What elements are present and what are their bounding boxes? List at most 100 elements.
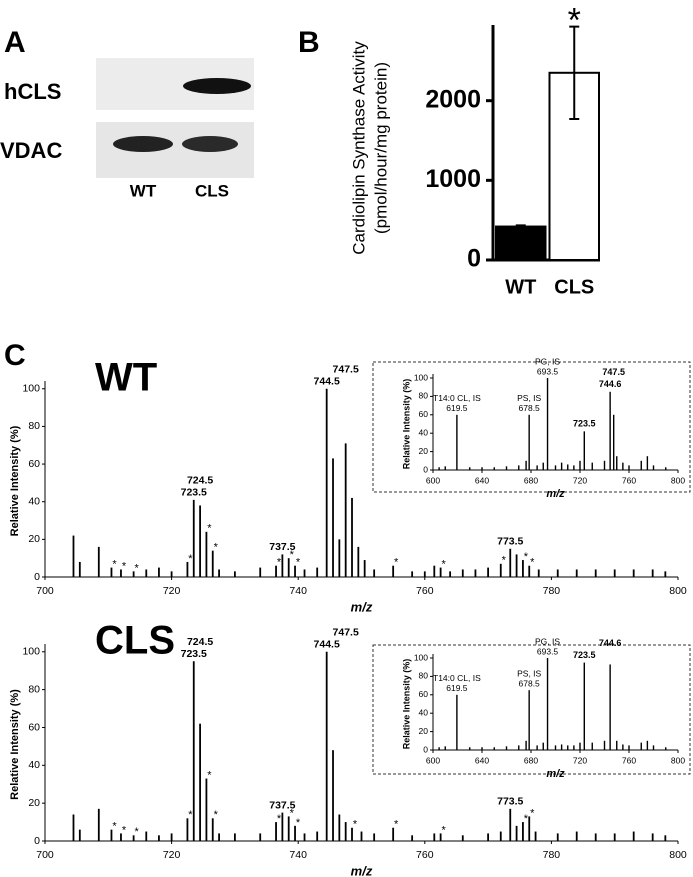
y-tick-label: 80 (28, 420, 40, 432)
peak-asterisk: * (502, 555, 507, 567)
x-tick-label: 680 (524, 475, 538, 485)
peak-asterisk: * (277, 813, 282, 825)
panel-label: B (298, 26, 320, 59)
peak-asterisk: * (134, 826, 139, 838)
peak-label: 737.5 (269, 799, 295, 811)
peak-label: PG, IS (535, 636, 560, 646)
x-tick-label: 740 (289, 849, 307, 861)
peak-label: 747.5 (333, 364, 359, 376)
peak-label: 744.5 (314, 639, 340, 651)
peak-label: 724.5 (187, 636, 213, 648)
x-tick-label: 640 (475, 755, 489, 765)
peak-label: 723.5 (181, 648, 207, 660)
peak-asterisk: * (296, 817, 301, 829)
x-tick-label: 800 (669, 585, 687, 597)
x-tick-label: 640 (475, 475, 489, 485)
peak-asterisk: * (277, 557, 282, 569)
peak-label: PS, IS (517, 668, 541, 678)
peak-label: 693.5 (537, 646, 559, 656)
y-tick-label: 80 (419, 391, 429, 401)
x-tick-label: 700 (36, 849, 54, 861)
peak-label: PG, IS (535, 356, 560, 366)
peak-label: 747.5 (333, 627, 359, 639)
peak-asterisk: * (530, 557, 535, 569)
x-tick-label: CLS (554, 276, 594, 298)
x-tick-label: 780 (543, 585, 561, 597)
x-axis-label: m/z (546, 488, 565, 500)
y-axis-label: Relative Intensity (%) (9, 425, 21, 536)
peak-asterisk: * (524, 551, 529, 563)
x-tick-label: 720 (163, 849, 181, 861)
peak-label: 744.5 (314, 376, 340, 388)
bar (495, 225, 547, 261)
peak-asterisk: * (207, 523, 212, 535)
peak-label: 773.5 (497, 796, 523, 808)
error-bar (515, 224, 526, 229)
peak-label: 744.6 (599, 379, 622, 389)
peak-asterisk: * (530, 807, 535, 819)
peak-asterisk: * (122, 824, 127, 836)
peak-label: 724.5 (187, 475, 213, 487)
x-tick-label: 600 (426, 475, 440, 485)
x-axis-label: m/z (546, 768, 565, 780)
blot-band (183, 78, 251, 94)
western-blot: hCLS VDAC WT CLS (0, 58, 254, 200)
x-tick-label: 760 (622, 755, 636, 765)
peak-label: T14:0 CL, IS (433, 673, 481, 683)
panel-label: A (4, 26, 26, 59)
peak-asterisk: * (353, 819, 358, 831)
peak-label: 723.5 (181, 487, 207, 499)
spectrum-title: CLS (95, 619, 175, 663)
y-tick-label: 100 (22, 383, 40, 395)
x-tick-label: 800 (671, 755, 685, 765)
blot-lane-label: CLS (195, 181, 229, 200)
peak-label: T14:0 CL, IS (433, 393, 481, 403)
x-tick-label: 720 (163, 585, 181, 597)
x-tick-label: 700 (36, 585, 54, 597)
peak-asterisk: * (134, 562, 139, 574)
blot-band (182, 136, 238, 152)
panel-label: C (4, 339, 26, 372)
x-tick-label: 740 (289, 585, 307, 597)
peak-label: 744.6 (599, 638, 622, 648)
y-tick-label: 60 (28, 458, 40, 470)
x-tick-label: 800 (669, 849, 687, 861)
y-tick-label: 80 (419, 671, 429, 681)
blot-membrane (96, 122, 254, 178)
x-axis-label: m/z (351, 863, 373, 877)
peak-asterisk: * (112, 558, 117, 570)
x-tick-label: 760 (416, 585, 434, 597)
y-tick-label: 60 (28, 721, 40, 733)
peak-label: 773.5 (497, 536, 523, 548)
x-axis-label: m/z (351, 599, 373, 614)
peak-label: 619.5 (446, 683, 468, 693)
x-tick-label: WT (505, 276, 536, 298)
significance-marker: * (568, 2, 581, 40)
spectrum-title: WT (95, 356, 157, 400)
y-tick-label: 80 (28, 683, 40, 695)
peak-label: 678.5 (519, 678, 541, 688)
peak-label: 619.5 (446, 403, 468, 413)
y-axis-label: Relative Intensity (%) (401, 659, 411, 750)
peak-asterisk: * (214, 809, 219, 821)
peak-asterisk: * (188, 809, 193, 821)
blot-row-label: hCLS (4, 79, 61, 104)
y-tick-label: 1000 (425, 165, 481, 193)
peak-asterisk: * (214, 542, 219, 554)
x-tick-label: 760 (416, 849, 434, 861)
peak-asterisk: * (112, 821, 117, 833)
y-tick-label: 60 (419, 409, 429, 419)
y-tick-label: 2000 (425, 85, 481, 113)
peak-asterisk: * (441, 824, 446, 836)
y-axis-label: Cardiolipin Synthase Activity (349, 41, 368, 255)
y-tick-label: 0 (34, 835, 40, 847)
peak-asterisk: * (207, 769, 212, 781)
peak-asterisk: * (394, 557, 399, 569)
y-tick-label: 0 (34, 571, 40, 583)
peak-asterisk: * (296, 557, 301, 569)
blot-row-label: VDAC (0, 138, 62, 163)
peak-label: 678.5 (519, 403, 541, 413)
y-axis-label: Relative Intensity (%) (9, 689, 21, 800)
x-tick-label: 800 (671, 475, 685, 485)
y-tick-label: 40 (419, 707, 429, 717)
